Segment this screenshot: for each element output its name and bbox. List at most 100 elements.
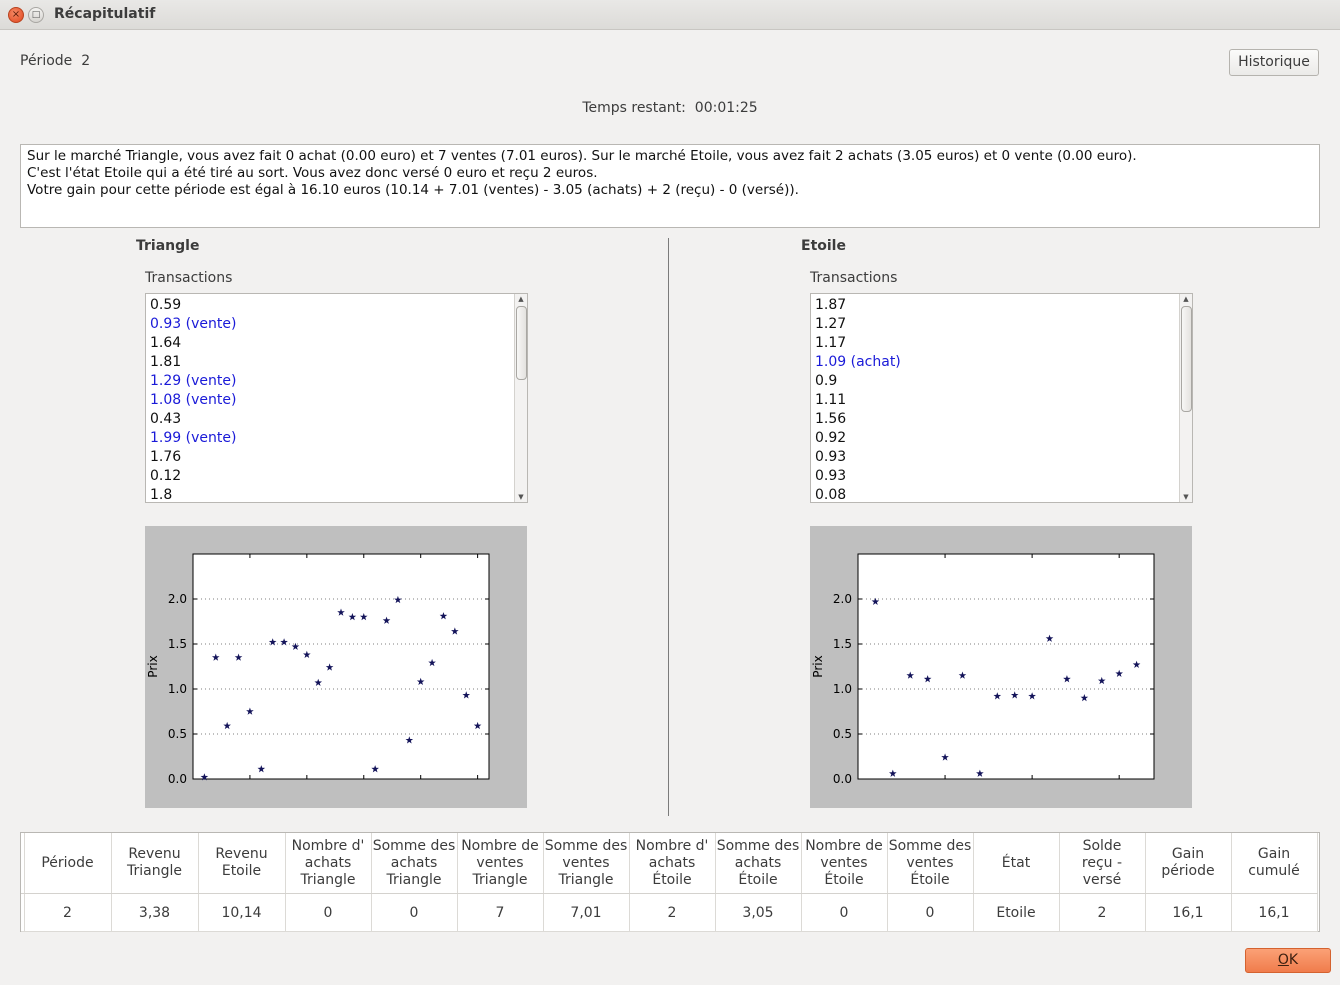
transactions-scrollbar[interactable]: ▲ ▼	[514, 294, 527, 502]
transaction-item[interactable]: 0.12	[150, 468, 182, 484]
transactions-list-triangle[interactable]: 0.59 0.93 (vente) 1.64 1.81 1.29 (vente) 1.08…	[145, 293, 528, 503]
data-point-star	[382, 616, 391, 624]
transaction-item[interactable]: 0.59	[150, 297, 182, 313]
table-cell[interactable]: 3,05	[715, 893, 802, 932]
table-cell[interactable]: 16,1	[1145, 893, 1232, 932]
transaction-item[interactable]: 1.99 (vente)	[150, 430, 237, 446]
table-cell[interactable]: 0	[371, 893, 458, 932]
transaction-item[interactable]: 1.64	[150, 335, 182, 351]
column-header[interactable]: Revenu Etoile	[198, 833, 286, 894]
table-cell[interactable]: 7,01	[543, 893, 630, 932]
scrollbar-thumb[interactable]	[516, 306, 527, 380]
price-chart-etoile: 0.0 0.5 1.0 1.5 2.0 Prix	[810, 526, 1192, 808]
close-window-button[interactable]: ×	[8, 7, 24, 23]
column-header-line: Revenu	[215, 846, 268, 862]
column-header-line: Étoile	[652, 871, 692, 888]
results-table[interactable]: Période Revenu Triangle Revenu Etoile Nombre …	[20, 832, 1320, 932]
table-cell[interactable]: 0	[887, 893, 974, 932]
table-cell[interactable]: 0	[285, 893, 372, 932]
scroll-down-arrow-icon[interactable]: ▼	[1183, 493, 1189, 501]
data-point-star	[303, 650, 311, 659]
column-header-line: Nombre d'	[635, 837, 709, 854]
transaction-item[interactable]: 0.08	[815, 487, 847, 503]
transaction-item[interactable]: 0.9	[815, 373, 838, 389]
table-cell[interactable]: 3,38	[111, 893, 199, 932]
historique-button[interactable]: Historique	[1229, 49, 1319, 76]
scroll-up-arrow-icon[interactable]: ▲	[518, 295, 524, 303]
column-header[interactable]: Nombre de ventes Étoile	[801, 833, 888, 894]
transaction-item[interactable]: 1.08 (vente)	[150, 392, 237, 408]
column-header-line: cumulé	[1248, 863, 1300, 879]
summary-text-box[interactable]: Sur le marché Triangle, vous avez fait 0…	[20, 144, 1320, 228]
table-cell[interactable]: 10,14	[198, 893, 286, 932]
column-header[interactable]: Revenu Triangle	[111, 833, 199, 894]
data-point-star	[1010, 691, 1019, 699]
column-header-line: Gain	[1257, 846, 1291, 862]
data-point-star	[473, 721, 482, 730]
y-axis-label: Prix	[811, 655, 825, 677]
column-header[interactable]: Somme des ventes Triangle	[543, 833, 630, 894]
transaction-item[interactable]: 0.92	[815, 430, 847, 446]
column-header[interactable]: Nombre de ventes Triangle	[457, 833, 544, 894]
transaction-item[interactable]: 1.76	[150, 449, 182, 465]
y-tick-label: 0.0	[833, 772, 852, 786]
transactions-scrollbar[interactable]: ▲ ▼	[1179, 294, 1192, 502]
y-tick-label: 2.0	[168, 592, 187, 606]
table-cell[interactable]: 2	[1059, 893, 1146, 932]
column-header[interactable]: Somme des ventes Étoile	[887, 833, 974, 894]
table-cell[interactable]: 2	[24, 893, 112, 932]
data-point-star	[246, 707, 254, 715]
data-point-star	[428, 658, 436, 667]
column-header[interactable]: Nombre d' achats Triangle	[285, 833, 372, 894]
data-point-star	[223, 721, 231, 730]
transaction-item[interactable]: 1.29 (vente)	[150, 373, 237, 389]
transaction-item[interactable]: 1.17	[815, 335, 847, 351]
transaction-item[interactable]: 0.43	[150, 411, 182, 427]
transaction-item[interactable]: 1.81	[150, 354, 182, 370]
data-point-star	[1132, 660, 1141, 668]
transaction-item[interactable]: 1.8	[150, 487, 173, 503]
table-cell[interactable]: 16,1	[1231, 893, 1318, 932]
table-cell[interactable]: 7	[457, 893, 544, 932]
column-header[interactable]: État	[973, 833, 1060, 894]
column-header-line: ventes	[562, 854, 610, 871]
table-cell[interactable]: 2	[629, 893, 716, 932]
column-header-line: Triangle	[386, 871, 442, 888]
scroll-down-arrow-icon[interactable]: ▼	[518, 493, 524, 501]
transaction-item[interactable]: 1.09 (achat)	[815, 354, 901, 370]
column-header-line: Somme des	[716, 837, 800, 854]
maximize-window-button[interactable]: □	[28, 7, 44, 23]
transaction-item[interactable]: 0.93	[815, 468, 847, 484]
transaction-item[interactable]: 1.11	[815, 392, 847, 408]
column-header[interactable]: Nombre d' achats Étoile	[629, 833, 716, 894]
scrollbar-thumb[interactable]	[1181, 306, 1192, 412]
column-header[interactable]: Somme des achats Triangle	[371, 833, 458, 894]
column-header-line: reçu -	[1081, 854, 1123, 871]
column-header[interactable]: Gain cumulé	[1231, 833, 1318, 894]
column-header[interactable]: Somme des achats Étoile	[715, 833, 802, 894]
periode-label: Période	[20, 53, 73, 69]
table-row[interactable]: 2 3,38 10,14 0 0 7 7,01 2 3,05 0 0 Etoile 2 16,1 16,1	[21, 893, 1318, 932]
transaction-item[interactable]: 0.93	[815, 449, 847, 465]
transaction-item[interactable]: 1.56	[815, 411, 847, 427]
transaction-item[interactable]: 0.93 (vente)	[150, 316, 237, 332]
scroll-up-arrow-icon[interactable]: ▲	[1183, 295, 1189, 303]
data-point-star	[889, 769, 897, 777]
transactions-list-etoile[interactable]: 1.87 1.27 1.17 1.09 (achat) 0.9 1.11 1.56 0.92 0…	[810, 293, 1193, 503]
table-cell[interactable]: 0	[801, 893, 888, 932]
table-body: 2 3,38 10,14 0 0 7 7,01 2 3,05 0 0 Etoile 2 16,1 16,1	[21, 893, 1318, 932]
column-header[interactable]: Solde reçu - versé	[1059, 833, 1146, 894]
ok-button[interactable]: OK	[1245, 948, 1331, 973]
transaction-item[interactable]: 1.27	[815, 316, 847, 332]
column-header-line: État	[1001, 854, 1031, 871]
time-remaining: Temps restant: 00:01:25	[0, 100, 1340, 116]
table-cell[interactable]: Etoile	[973, 893, 1060, 932]
column-header[interactable]: Période	[24, 833, 112, 894]
transactions-label-etoile: Transactions	[810, 270, 898, 286]
transaction-item[interactable]: 1.87	[815, 297, 847, 313]
column-header-line: Somme des	[544, 837, 628, 854]
column-header[interactable]: Gain période	[1145, 833, 1232, 894]
time-remaining-label: Temps restant:	[582, 100, 686, 116]
column-header-line: achats	[390, 854, 438, 871]
transactions-label-triangle: Transactions	[145, 270, 233, 286]
